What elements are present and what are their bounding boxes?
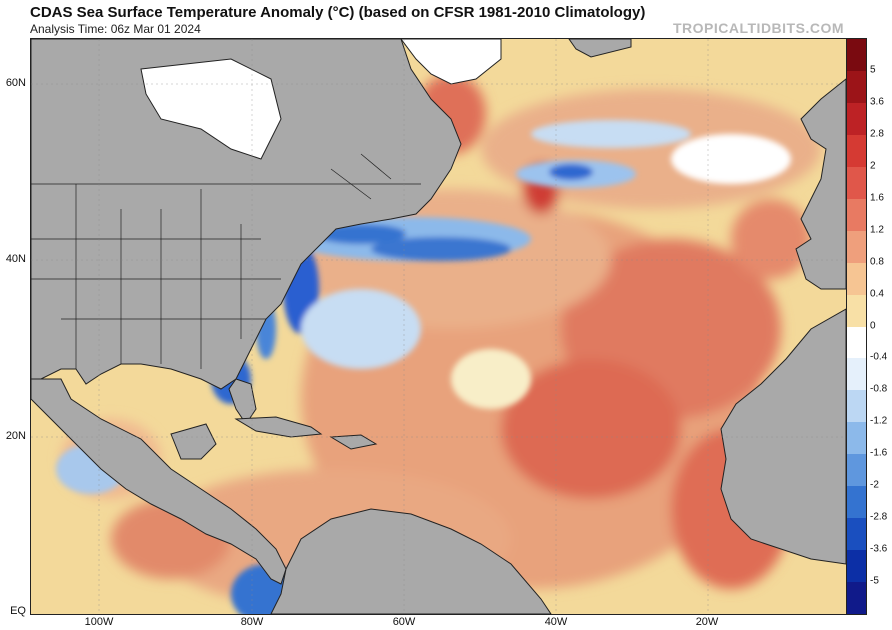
colorbar-label: -1.2 — [870, 415, 888, 427]
colorbar-segment — [847, 550, 866, 583]
colorbar-segment — [847, 230, 866, 264]
hispaniola-land — [329, 434, 378, 450]
colorbar-segment — [847, 166, 866, 200]
watermark: TROPICALTIDBITS.COM — [672, 20, 844, 36]
lon-label-80w: 80W — [240, 616, 264, 628]
colorbar-segment — [847, 518, 866, 551]
colorbar-label: 1.6 — [870, 192, 884, 204]
colorbar-segment — [847, 70, 866, 104]
colorbar-label: 5 — [870, 64, 876, 76]
south-america-land — [270, 508, 552, 614]
greenland-land — [400, 39, 502, 85]
cuba-land — [234, 416, 323, 438]
lon-label-100w: 100W — [84, 616, 114, 628]
colorbar-label: -0.4 — [870, 351, 888, 363]
colorbar-segment — [847, 582, 866, 615]
lat-label-eq: EQ — [10, 605, 26, 617]
colorbar-segment — [847, 326, 866, 359]
colorbar-segment — [847, 294, 866, 327]
graticule — [31, 39, 846, 614]
colorbar-label: -5 — [870, 575, 879, 587]
colorbar-label: 2 — [870, 160, 876, 172]
analysis-time: Analysis Time: 06z Mar 01 2024 — [30, 22, 201, 36]
colorbar-label: -0.8 — [870, 383, 888, 395]
iceland-land — [568, 39, 632, 58]
lat-label-60n: 60N — [5, 77, 26, 89]
colorbar-label: 3.6 — [870, 96, 884, 108]
yucatan-land — [170, 423, 217, 460]
colorbar-label: 0 — [870, 320, 876, 331]
colorbar — [846, 38, 867, 615]
colorbar-label: -2 — [870, 479, 879, 491]
lat-label-40n: 40N — [5, 253, 26, 265]
colorbar-label: 1.2 — [870, 224, 884, 236]
colorbar-segment — [847, 102, 866, 136]
state-borders — [31, 153, 421, 369]
sst-anomaly-map — [30, 38, 847, 615]
lon-label-40w: 40W — [544, 616, 568, 628]
colorbar-segment — [847, 454, 866, 487]
colorbar-label: 2.8 — [870, 128, 884, 140]
colorbar-label: -1.6 — [870, 447, 888, 459]
colorbar-label: 0.8 — [870, 256, 884, 268]
lon-label-60w: 60W — [392, 616, 416, 628]
map-canvas — [31, 39, 846, 614]
map-title: CDAS Sea Surface Temperature Anomaly (°C… — [30, 4, 646, 21]
colorbar-label: -3.6 — [870, 543, 888, 555]
north-america-land — [31, 39, 462, 390]
cool-anomaly-layer — [56, 120, 791, 614]
colorbar-segment — [847, 390, 866, 423]
colorbar-segment — [847, 198, 866, 232]
colorbar-segment — [847, 358, 866, 391]
colorbar-segment — [847, 262, 866, 296]
lat-label-20n: 20N — [5, 430, 26, 442]
europe-land — [795, 78, 846, 290]
colorbar-segment — [847, 486, 866, 519]
africa-land — [720, 308, 846, 565]
colorbar-label: 0.4 — [870, 288, 884, 300]
colorbar-segment — [847, 134, 866, 168]
central-america-land — [31, 378, 287, 585]
colorbar-label: -2.8 — [870, 511, 888, 523]
colorbar-segment — [847, 39, 866, 72]
lon-label-20w: 20W — [695, 616, 719, 628]
colorbar-segment — [847, 422, 866, 455]
